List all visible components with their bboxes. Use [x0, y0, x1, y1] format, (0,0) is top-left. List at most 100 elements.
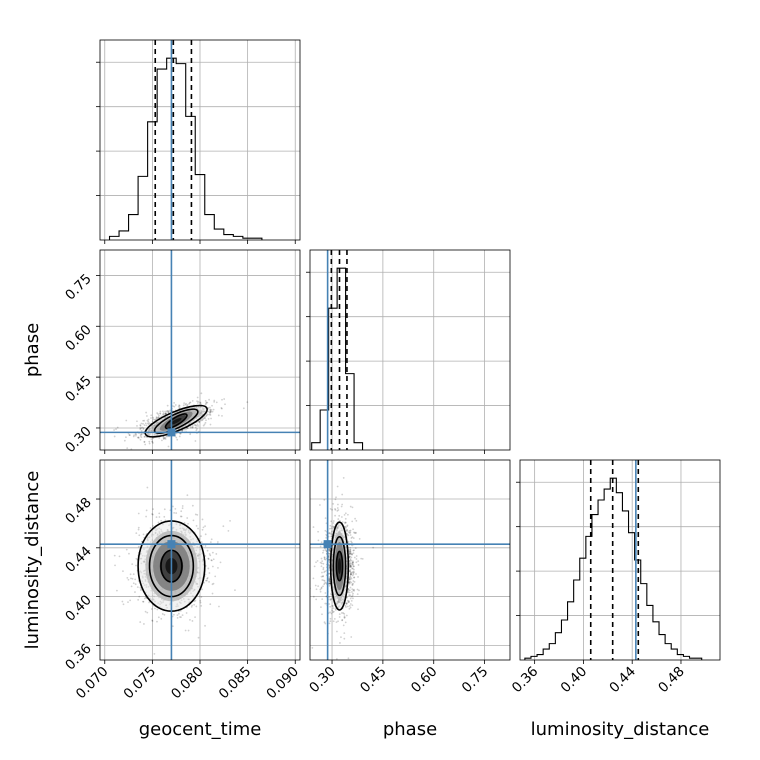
- scatter-point: [207, 558, 210, 560]
- scatter-point: [350, 556, 353, 559]
- scatter-point: [350, 540, 352, 543]
- scatter-point: [349, 569, 352, 571]
- scatter-point: [312, 526, 315, 528]
- scatter-point: [349, 575, 352, 578]
- scatter-point: [324, 570, 327, 573]
- scatter-point: [328, 578, 331, 581]
- scatter-point: [325, 536, 328, 539]
- scatter-point: [144, 422, 147, 425]
- scatter-point: [328, 577, 331, 580]
- scatter-point: [157, 521, 160, 524]
- scatter-point: [350, 562, 353, 565]
- panel-content: [100, 250, 300, 450]
- scatter-point: [204, 400, 207, 402]
- scatter-point: [355, 558, 358, 560]
- scatter-point: [349, 550, 352, 553]
- scatter-point: [180, 616, 182, 618]
- scatter-point: [194, 440, 197, 442]
- scatter-point: [234, 589, 236, 592]
- scatter-point: [209, 409, 212, 412]
- scatter-point: [315, 598, 318, 601]
- scatter-point: [319, 590, 322, 593]
- scatter-point: [113, 435, 116, 438]
- scatter-point: [143, 597, 146, 600]
- scatter-point: [348, 604, 351, 607]
- scatter-point: [186, 494, 189, 497]
- scatter-point: [349, 586, 352, 589]
- scatter-point: [336, 630, 338, 633]
- scatter-point: [317, 530, 320, 533]
- scatter-point: [151, 620, 154, 622]
- scatter-point: [199, 401, 202, 404]
- scatter-point: [353, 531, 355, 534]
- scatter-point: [203, 423, 206, 426]
- scatter-point: [347, 534, 350, 537]
- scatter-point: [321, 613, 323, 616]
- scatter-point: [331, 508, 334, 511]
- scatter-point: [328, 576, 331, 579]
- scatter-point: [348, 601, 350, 603]
- scatter-point: [317, 539, 320, 542]
- scatter-point: [159, 412, 161, 415]
- scatter-point: [143, 435, 146, 438]
- scatter-point: [337, 518, 340, 520]
- scatter-point: [329, 620, 332, 623]
- scatter-point: [323, 558, 326, 560]
- scatter-point: [208, 553, 211, 555]
- scatter-point: [143, 435, 146, 438]
- scatter-point: [325, 581, 327, 584]
- scatter-point: [178, 435, 181, 438]
- scatter-point: [324, 622, 327, 625]
- scatter-point: [148, 440, 151, 443]
- scatter-point: [345, 614, 348, 617]
- scatter-point: [191, 400, 194, 402]
- scatter-point: [330, 520, 333, 523]
- scatter-point: [158, 516, 161, 518]
- x-tick-label-geocent_time: 0.075: [121, 664, 160, 703]
- scatter-point: [162, 437, 165, 440]
- scatter-point: [139, 433, 142, 436]
- scatter-point: [174, 404, 177, 406]
- scatter-point: [130, 585, 133, 588]
- scatter-point: [194, 599, 197, 602]
- scatter-point: [212, 408, 215, 411]
- scatter-point: [153, 418, 156, 421]
- scatter-point: [204, 624, 206, 627]
- scatter-point: [342, 477, 345, 479]
- scatter-point: [330, 598, 333, 601]
- scatter-point: [323, 571, 326, 574]
- scatter-point: [218, 605, 220, 608]
- scatter-point: [179, 515, 182, 518]
- scatter-point: [129, 599, 132, 602]
- scatter-point: [350, 566, 353, 569]
- x-tick-label-geocent_time: 0.080: [168, 664, 207, 703]
- scatter-point: [158, 437, 161, 439]
- scatter-point: [352, 582, 354, 585]
- scatter-point: [350, 559, 353, 562]
- scatter-point: [345, 530, 348, 532]
- scatter-point: [307, 592, 309, 594]
- scatter-point: [329, 524, 332, 527]
- scatter-point: [345, 603, 348, 605]
- scatter-point: [116, 426, 119, 429]
- scatter-point: [220, 407, 223, 410]
- contour-line: [332, 536, 347, 597]
- scatter-point: [361, 557, 364, 560]
- scatter-point: [137, 528, 140, 531]
- panel-content: [100, 460, 300, 660]
- scatter-point: [205, 402, 208, 405]
- scatter-point: [330, 527, 333, 530]
- scatter-point: [141, 426, 144, 429]
- scatter-point: [132, 435, 135, 438]
- scatter-point: [134, 578, 137, 581]
- scatter-point: [324, 558, 327, 561]
- scatter-point: [145, 411, 148, 414]
- scatter-point: [197, 400, 200, 403]
- scatter-point: [341, 619, 344, 621]
- scatter-point: [322, 579, 325, 582]
- scatter-point: [347, 531, 350, 534]
- scatter-point: [355, 573, 357, 575]
- scatter-point: [189, 425, 192, 428]
- scatter-point: [139, 438, 142, 441]
- scatter-point: [349, 560, 351, 563]
